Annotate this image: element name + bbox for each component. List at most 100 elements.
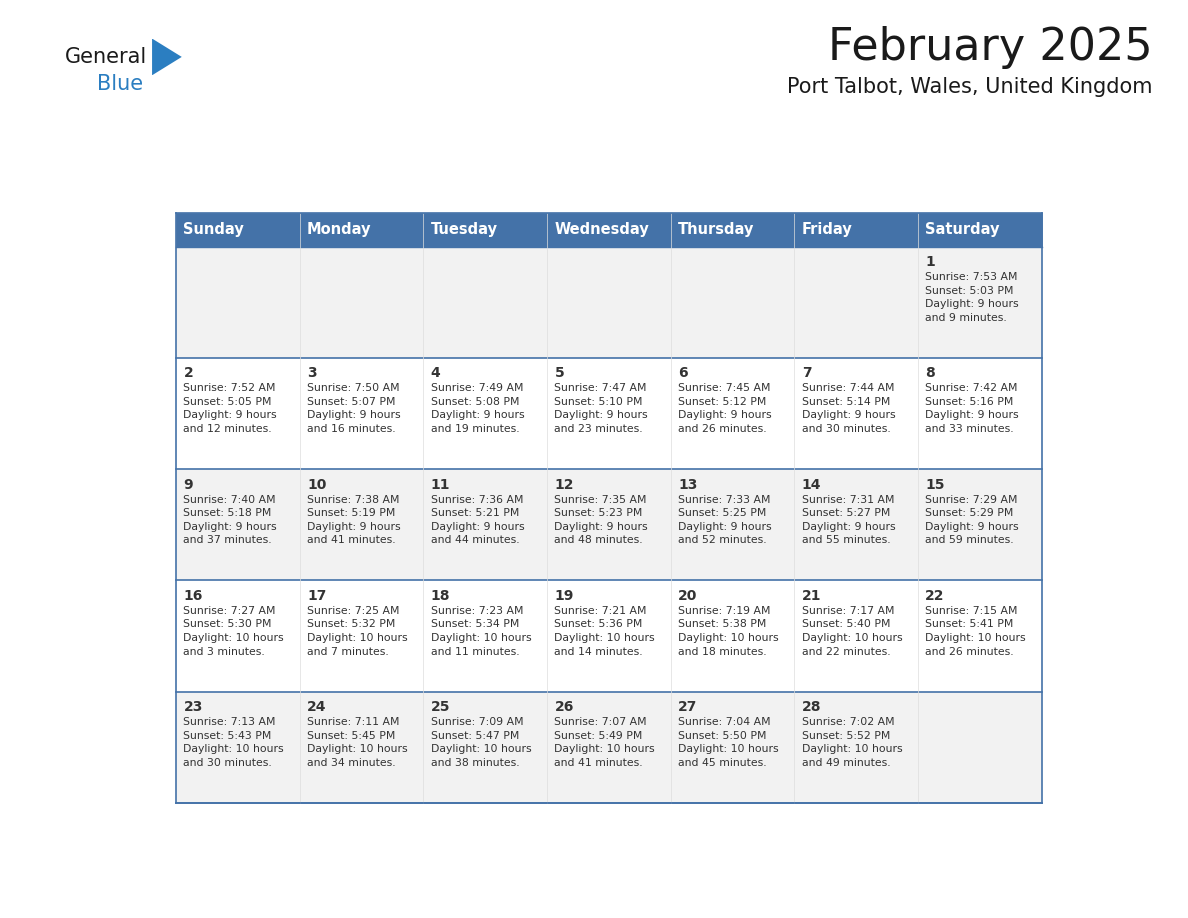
Bar <box>795 691 918 803</box>
Text: Sunrise: 7:11 AM
Sunset: 5:45 PM
Daylight: 10 hours
and 34 minutes.: Sunrise: 7:11 AM Sunset: 5:45 PM Dayligh… <box>308 717 407 767</box>
Text: Sunrise: 7:23 AM
Sunset: 5:34 PM
Daylight: 10 hours
and 11 minutes.: Sunrise: 7:23 AM Sunset: 5:34 PM Dayligh… <box>431 606 531 656</box>
Text: Sunrise: 7:36 AM
Sunset: 5:21 PM
Daylight: 9 hours
and 44 minutes.: Sunrise: 7:36 AM Sunset: 5:21 PM Dayligh… <box>431 495 524 545</box>
Bar <box>299 358 423 469</box>
Bar <box>918 247 1042 358</box>
Text: Sunrise: 7:35 AM
Sunset: 5:23 PM
Daylight: 9 hours
and 48 minutes.: Sunrise: 7:35 AM Sunset: 5:23 PM Dayligh… <box>555 495 647 545</box>
Bar <box>176 691 299 803</box>
Text: 15: 15 <box>925 477 944 491</box>
Text: 25: 25 <box>431 700 450 714</box>
Bar <box>918 691 1042 803</box>
Text: Sunrise: 7:02 AM
Sunset: 5:52 PM
Daylight: 10 hours
and 49 minutes.: Sunrise: 7:02 AM Sunset: 5:52 PM Dayligh… <box>802 717 903 767</box>
Bar <box>795 358 918 469</box>
Text: Sunday: Sunday <box>183 222 245 237</box>
Text: 2: 2 <box>183 366 194 380</box>
Text: Sunrise: 7:04 AM
Sunset: 5:50 PM
Daylight: 10 hours
and 45 minutes.: Sunrise: 7:04 AM Sunset: 5:50 PM Dayligh… <box>678 717 778 767</box>
Text: Tuesday: Tuesday <box>431 222 498 237</box>
Text: Sunrise: 7:09 AM
Sunset: 5:47 PM
Daylight: 10 hours
and 38 minutes.: Sunrise: 7:09 AM Sunset: 5:47 PM Dayligh… <box>431 717 531 767</box>
Bar <box>671 580 795 691</box>
Bar <box>546 213 671 247</box>
Bar <box>423 358 546 469</box>
Bar <box>546 469 671 580</box>
Bar <box>423 247 546 358</box>
Text: 14: 14 <box>802 477 821 491</box>
Bar <box>176 469 299 580</box>
Bar <box>299 213 423 247</box>
Bar <box>299 247 423 358</box>
Text: 1: 1 <box>925 255 935 269</box>
Text: Sunrise: 7:27 AM
Sunset: 5:30 PM
Daylight: 10 hours
and 3 minutes.: Sunrise: 7:27 AM Sunset: 5:30 PM Dayligh… <box>183 606 284 656</box>
Text: 23: 23 <box>183 700 203 714</box>
Bar <box>671 469 795 580</box>
Text: Blue: Blue <box>97 74 144 95</box>
Bar <box>423 469 546 580</box>
Bar <box>299 469 423 580</box>
Text: 26: 26 <box>555 700 574 714</box>
Bar <box>299 691 423 803</box>
Bar <box>671 247 795 358</box>
Text: 22: 22 <box>925 588 944 603</box>
Bar <box>918 358 1042 469</box>
Text: Sunrise: 7:15 AM
Sunset: 5:41 PM
Daylight: 10 hours
and 26 minutes.: Sunrise: 7:15 AM Sunset: 5:41 PM Dayligh… <box>925 606 1026 656</box>
Text: 10: 10 <box>308 477 327 491</box>
Text: Wednesday: Wednesday <box>555 222 649 237</box>
Text: 21: 21 <box>802 588 821 603</box>
Text: Friday: Friday <box>802 222 853 237</box>
Polygon shape <box>152 39 182 75</box>
Bar <box>918 469 1042 580</box>
Bar <box>671 358 795 469</box>
Text: 28: 28 <box>802 700 821 714</box>
Text: Saturday: Saturday <box>925 222 1000 237</box>
Text: General: General <box>65 47 147 67</box>
Text: Sunrise: 7:44 AM
Sunset: 5:14 PM
Daylight: 9 hours
and 30 minutes.: Sunrise: 7:44 AM Sunset: 5:14 PM Dayligh… <box>802 384 896 434</box>
Text: 19: 19 <box>555 588 574 603</box>
Text: 8: 8 <box>925 366 935 380</box>
Text: 17: 17 <box>308 588 327 603</box>
Bar <box>176 358 299 469</box>
Text: Sunrise: 7:45 AM
Sunset: 5:12 PM
Daylight: 9 hours
and 26 minutes.: Sunrise: 7:45 AM Sunset: 5:12 PM Dayligh… <box>678 384 772 434</box>
Text: Sunrise: 7:47 AM
Sunset: 5:10 PM
Daylight: 9 hours
and 23 minutes.: Sunrise: 7:47 AM Sunset: 5:10 PM Dayligh… <box>555 384 647 434</box>
Bar <box>546 691 671 803</box>
Text: Port Talbot, Wales, United Kingdom: Port Talbot, Wales, United Kingdom <box>786 77 1152 97</box>
Text: Sunrise: 7:29 AM
Sunset: 5:29 PM
Daylight: 9 hours
and 59 minutes.: Sunrise: 7:29 AM Sunset: 5:29 PM Dayligh… <box>925 495 1019 545</box>
Text: Sunrise: 7:33 AM
Sunset: 5:25 PM
Daylight: 9 hours
and 52 minutes.: Sunrise: 7:33 AM Sunset: 5:25 PM Dayligh… <box>678 495 772 545</box>
Text: Monday: Monday <box>308 222 372 237</box>
Text: February 2025: February 2025 <box>828 27 1152 69</box>
Bar <box>299 580 423 691</box>
Bar <box>423 580 546 691</box>
Bar <box>423 691 546 803</box>
Bar <box>176 247 299 358</box>
Text: 18: 18 <box>431 588 450 603</box>
Text: Sunrise: 7:31 AM
Sunset: 5:27 PM
Daylight: 9 hours
and 55 minutes.: Sunrise: 7:31 AM Sunset: 5:27 PM Dayligh… <box>802 495 896 545</box>
Bar <box>671 691 795 803</box>
Bar <box>918 213 1042 247</box>
Text: 9: 9 <box>183 477 194 491</box>
Text: 27: 27 <box>678 700 697 714</box>
Bar <box>546 247 671 358</box>
Text: Sunrise: 7:52 AM
Sunset: 5:05 PM
Daylight: 9 hours
and 12 minutes.: Sunrise: 7:52 AM Sunset: 5:05 PM Dayligh… <box>183 384 277 434</box>
Text: Sunrise: 7:42 AM
Sunset: 5:16 PM
Daylight: 9 hours
and 33 minutes.: Sunrise: 7:42 AM Sunset: 5:16 PM Dayligh… <box>925 384 1019 434</box>
Bar <box>423 213 546 247</box>
Text: 3: 3 <box>308 366 317 380</box>
Text: Sunrise: 7:19 AM
Sunset: 5:38 PM
Daylight: 10 hours
and 18 minutes.: Sunrise: 7:19 AM Sunset: 5:38 PM Dayligh… <box>678 606 778 656</box>
Text: Sunrise: 7:50 AM
Sunset: 5:07 PM
Daylight: 9 hours
and 16 minutes.: Sunrise: 7:50 AM Sunset: 5:07 PM Dayligh… <box>308 384 400 434</box>
Text: 6: 6 <box>678 366 688 380</box>
Text: Sunrise: 7:38 AM
Sunset: 5:19 PM
Daylight: 9 hours
and 41 minutes.: Sunrise: 7:38 AM Sunset: 5:19 PM Dayligh… <box>308 495 400 545</box>
Text: 7: 7 <box>802 366 811 380</box>
Bar <box>546 358 671 469</box>
Text: 24: 24 <box>308 700 327 714</box>
Bar <box>918 580 1042 691</box>
Text: 12: 12 <box>555 477 574 491</box>
Text: Sunrise: 7:17 AM
Sunset: 5:40 PM
Daylight: 10 hours
and 22 minutes.: Sunrise: 7:17 AM Sunset: 5:40 PM Dayligh… <box>802 606 903 656</box>
Text: Sunrise: 7:49 AM
Sunset: 5:08 PM
Daylight: 9 hours
and 19 minutes.: Sunrise: 7:49 AM Sunset: 5:08 PM Dayligh… <box>431 384 524 434</box>
Text: 20: 20 <box>678 588 697 603</box>
Text: Sunrise: 7:07 AM
Sunset: 5:49 PM
Daylight: 10 hours
and 41 minutes.: Sunrise: 7:07 AM Sunset: 5:49 PM Dayligh… <box>555 717 655 767</box>
Text: Sunrise: 7:21 AM
Sunset: 5:36 PM
Daylight: 10 hours
and 14 minutes.: Sunrise: 7:21 AM Sunset: 5:36 PM Dayligh… <box>555 606 655 656</box>
Text: 13: 13 <box>678 477 697 491</box>
Text: Sunrise: 7:40 AM
Sunset: 5:18 PM
Daylight: 9 hours
and 37 minutes.: Sunrise: 7:40 AM Sunset: 5:18 PM Dayligh… <box>183 495 277 545</box>
Bar <box>546 580 671 691</box>
Text: Sunrise: 7:53 AM
Sunset: 5:03 PM
Daylight: 9 hours
and 9 minutes.: Sunrise: 7:53 AM Sunset: 5:03 PM Dayligh… <box>925 272 1019 323</box>
Bar <box>176 213 299 247</box>
Text: Thursday: Thursday <box>678 222 754 237</box>
Text: 16: 16 <box>183 588 203 603</box>
Bar <box>795 580 918 691</box>
